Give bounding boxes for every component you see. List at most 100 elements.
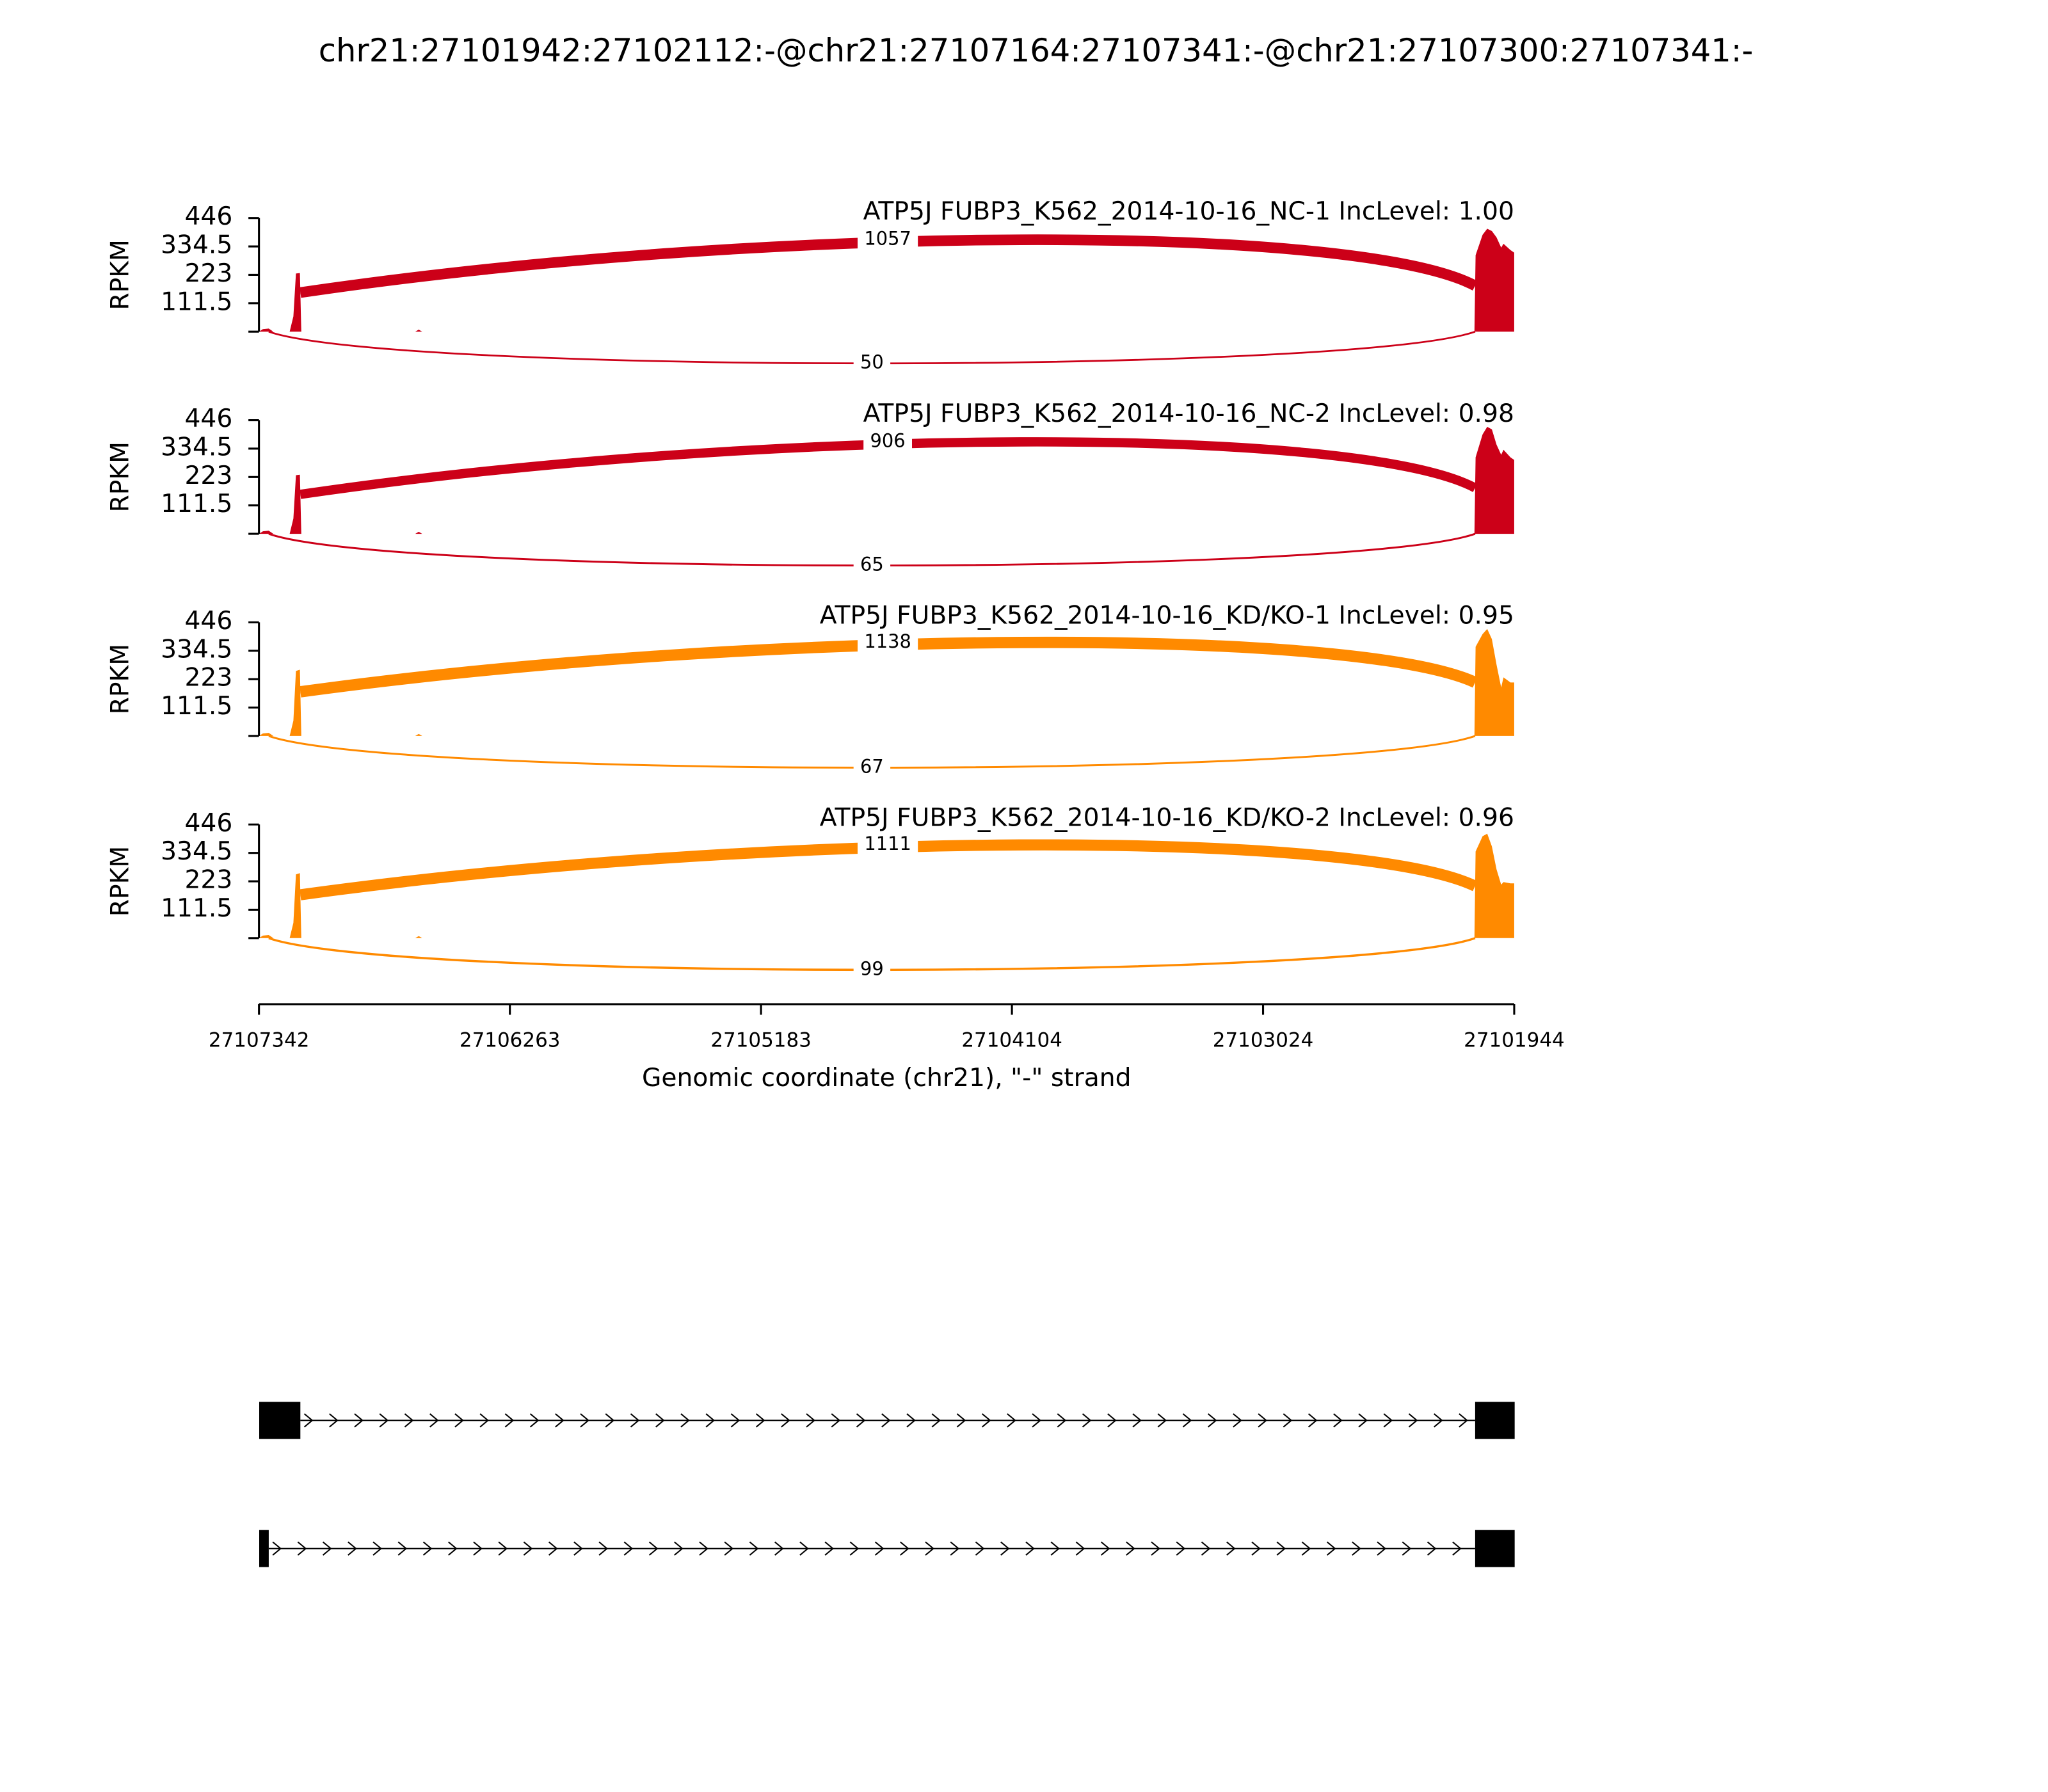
- strand-chevron: [354, 1413, 364, 1428]
- y-tick-label: 223: [184, 664, 232, 692]
- y-tick-label: 446: [184, 404, 232, 433]
- strand-chevron: [981, 1413, 991, 1428]
- y-tick-label: 446: [184, 809, 232, 838]
- junction-label: 1111: [864, 833, 911, 854]
- junction-arc: [300, 839, 1478, 900]
- strand-chevron: [648, 1541, 659, 1556]
- strand-chevron: [473, 1541, 483, 1556]
- y-tick-label: 334.5: [161, 231, 232, 260]
- strand-chevron: [1000, 1541, 1010, 1556]
- strand-chevron: [1427, 1541, 1437, 1556]
- y-tick-label: 446: [184, 607, 232, 636]
- strand-chevron: [1434, 1413, 1443, 1428]
- strand-chevron: [774, 1541, 784, 1556]
- strand-chevron: [874, 1541, 884, 1556]
- junction-label: 906: [870, 429, 906, 451]
- junction-label: 1057: [864, 228, 911, 250]
- strand-chevron: [906, 1413, 916, 1428]
- x-tick-label: 27103024: [1213, 1028, 1314, 1052]
- junction-label: 1138: [864, 630, 911, 652]
- strand-chevron: [1402, 1541, 1412, 1556]
- y-tick-label: 334.5: [161, 635, 232, 664]
- strand-chevron: [379, 1413, 389, 1428]
- strand-chevron: [1082, 1413, 1092, 1428]
- junction-label: 67: [860, 755, 884, 777]
- strand-chevron: [448, 1541, 458, 1556]
- chart-title: chr21:27101942:27102112:-@chr21:27107164…: [319, 32, 1754, 69]
- strand-chevron: [1075, 1541, 1085, 1556]
- x-tick-label: 27107342: [209, 1028, 310, 1052]
- strand-chevron: [322, 1541, 332, 1556]
- panel-title: ATP5J FUBP3_K562_2014-10-16_NC-2 IncLeve…: [863, 399, 1514, 428]
- strand-chevron: [705, 1413, 716, 1428]
- strand-chevron: [1333, 1413, 1343, 1428]
- strand-chevron: [1408, 1413, 1418, 1428]
- strand-chevron: [755, 1413, 765, 1428]
- panel-title: ATP5J FUBP3_K562_2014-10-16_KD/KO-2 IncL…: [820, 804, 1514, 833]
- strand-chevron: [630, 1413, 640, 1428]
- strand-chevron: [297, 1541, 307, 1556]
- strand-chevron: [548, 1541, 558, 1556]
- exon: [1475, 1402, 1515, 1439]
- strand-chevron: [806, 1413, 816, 1428]
- strand-chevron: [1157, 1413, 1167, 1428]
- y-tick-label: 223: [184, 461, 232, 490]
- strand-chevron: [1301, 1541, 1311, 1556]
- strand-chevron: [1358, 1413, 1368, 1428]
- strand-chevron: [749, 1541, 759, 1556]
- strand-chevron: [1233, 1413, 1242, 1428]
- strand-chevron: [1201, 1541, 1211, 1556]
- strand-chevron: [1352, 1541, 1361, 1556]
- junction-label-box: [858, 226, 918, 251]
- strand-chevron: [950, 1541, 960, 1556]
- strand-chevron: [680, 1413, 690, 1428]
- strand-chevron: [655, 1413, 665, 1428]
- y-tick-label: 111.5: [161, 894, 232, 923]
- y-tick-label: 223: [184, 866, 232, 895]
- strand-chevron: [730, 1413, 740, 1428]
- y-axis-label: RPKM: [106, 644, 134, 714]
- strand-chevron: [1251, 1541, 1261, 1556]
- strand-chevron: [573, 1541, 583, 1556]
- strand-chevron: [605, 1413, 615, 1428]
- strand-chevron: [1258, 1413, 1268, 1428]
- x-tick-label: 27101944: [1464, 1028, 1565, 1052]
- strand-chevron: [1452, 1541, 1462, 1556]
- junction-label-box: [853, 754, 891, 779]
- strand-chevron: [555, 1413, 564, 1428]
- strand-chevron: [1107, 1413, 1117, 1428]
- strand-chevron: [849, 1541, 860, 1556]
- strand-chevron: [975, 1541, 985, 1556]
- junction-arc: [300, 636, 1478, 698]
- strand-chevron: [498, 1541, 508, 1556]
- strand-chevron: [699, 1541, 708, 1556]
- y-axis-label: RPKM: [106, 846, 134, 916]
- strand-chevron: [1132, 1413, 1142, 1428]
- junction-label-box: [858, 628, 918, 653]
- junction-label-box: [858, 831, 918, 856]
- strand-chevron: [1377, 1541, 1387, 1556]
- strand-chevron: [422, 1541, 433, 1556]
- strand-chevron: [1308, 1413, 1318, 1428]
- y-tick-label: 334.5: [161, 837, 232, 866]
- strand-chevron: [1007, 1413, 1016, 1428]
- strand-chevron: [931, 1413, 941, 1428]
- strand-chevron: [1025, 1541, 1035, 1556]
- strand-chevron: [799, 1541, 809, 1556]
- strand-chevron: [272, 1541, 282, 1556]
- strand-chevron: [623, 1541, 634, 1556]
- junction-label: 50: [860, 351, 884, 373]
- x-tick-label: 27105183: [710, 1028, 812, 1052]
- strand-chevron: [881, 1413, 891, 1428]
- exon: [259, 1402, 301, 1439]
- strand-chevron: [925, 1541, 934, 1556]
- junction-label: 65: [860, 554, 884, 575]
- strand-chevron: [956, 1413, 966, 1428]
- exon: [1475, 1530, 1515, 1567]
- strand-chevron: [1032, 1413, 1042, 1428]
- y-tick-label: 334.5: [161, 433, 232, 461]
- strand-chevron: [1283, 1413, 1293, 1428]
- strand-chevron: [781, 1413, 790, 1428]
